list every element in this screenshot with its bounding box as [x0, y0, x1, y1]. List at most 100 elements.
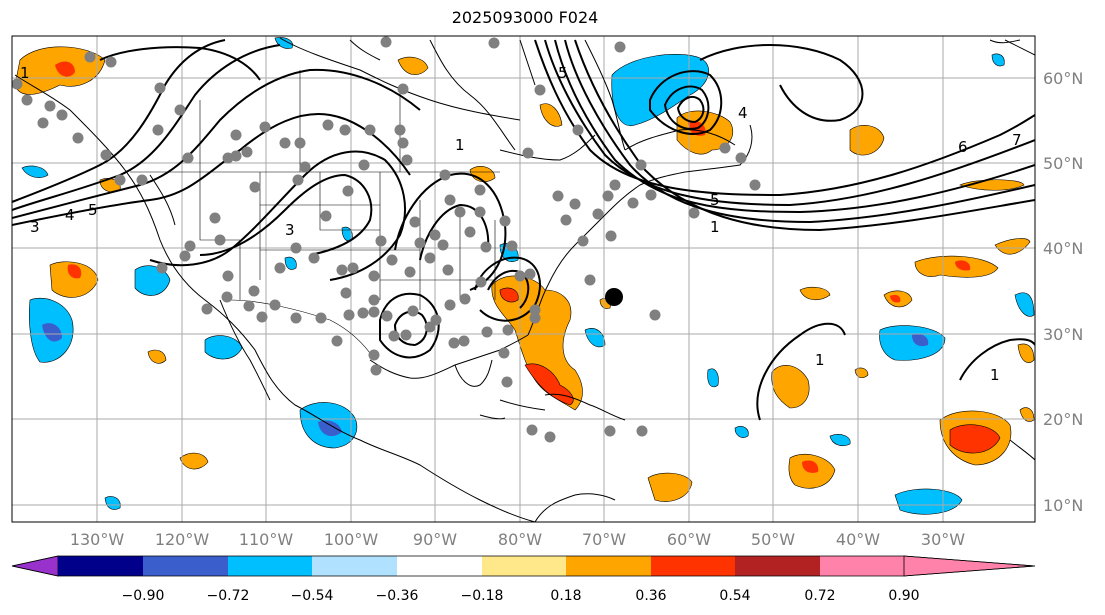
observation-dot: [397, 137, 409, 149]
colorbar-extend-low: [11, 555, 59, 577]
lon-tick-label: 120°W: [155, 530, 210, 549]
contour-label: 5: [710, 191, 720, 209]
observation-dot: [458, 335, 470, 347]
lon-tick-label: 90°W: [413, 530, 457, 549]
observation-dot: [605, 230, 617, 242]
contour-lines: [12, 39, 1035, 421]
observation-dot: [602, 190, 614, 202]
observation-dot: [368, 294, 380, 306]
observation-dot: [627, 197, 639, 209]
observation-dot: [498, 347, 510, 359]
observation-dot: [339, 124, 351, 136]
observation-dot: [749, 179, 761, 191]
plot-title: 2025093000 F024: [451, 8, 599, 27]
observation-dot: [12, 78, 23, 90]
observation-dot: [154, 82, 166, 94]
observation-dot: [184, 240, 196, 252]
observation-dot: [44, 100, 56, 112]
observation-dot: [459, 293, 471, 305]
observation-dot: [501, 376, 513, 388]
observation-dot: [475, 276, 487, 288]
observation-dot: [358, 159, 370, 171]
observation-dot: [100, 149, 112, 161]
observation-dot: [214, 234, 226, 246]
coastlines: [14, 37, 1035, 522]
observation-dot: [569, 198, 581, 210]
observation-dot: [552, 190, 564, 202]
storm-position-marker: [605, 288, 623, 306]
colorbar-swatch: [312, 556, 397, 576]
lon-tick-label: 40°W: [836, 530, 880, 549]
observation-dot: [243, 300, 255, 312]
observation-dot: [343, 309, 355, 321]
observation-dot: [368, 349, 380, 361]
lon-tick-label: 70°W: [582, 530, 626, 549]
observation-dot: [174, 104, 186, 116]
contour-label: 6: [958, 138, 968, 156]
lat-tick-label: 20°N: [1043, 410, 1083, 429]
map-gridlines: [12, 36, 1035, 522]
observation-dot: [439, 169, 451, 181]
longitude-tick-labels: 130°W 120°W 110°W 100°W 90°W 80°W 70°W 6…: [70, 530, 965, 549]
observation-dot: [21, 94, 33, 106]
observation-dot: [136, 174, 148, 186]
observation-dot: [526, 424, 538, 436]
colorbar-tick-label: 0.90: [888, 588, 919, 604]
observation-dot: [534, 84, 546, 96]
observation-dot: [577, 235, 589, 247]
colorbar-swatch: [735, 556, 820, 576]
observation-dot: [386, 254, 398, 266]
contour-label: 4: [738, 104, 748, 122]
observation-dot: [249, 181, 261, 193]
observation-dot: [592, 208, 604, 220]
observation-dot: [182, 152, 194, 164]
contour-label: 1: [990, 366, 1000, 384]
observation-dot: [480, 241, 492, 253]
colorbar-tick-label: −0.18: [461, 588, 504, 604]
observation-dot: [735, 152, 747, 164]
observation-dot: [444, 299, 456, 311]
observation-dot: [474, 206, 486, 218]
contour-label: 7: [1012, 131, 1022, 149]
observation-dot: [256, 311, 268, 323]
colorbar-swatch: [651, 556, 735, 576]
observation-dot: [560, 214, 572, 226]
contour-label: 4: [65, 206, 75, 224]
colorbar-tick-label: 0.18: [550, 588, 581, 604]
observation-dot: [499, 215, 511, 227]
observation-dot: [437, 239, 449, 251]
observation-dot: [336, 264, 348, 276]
colorbar-tick-label: −0.54: [291, 588, 334, 604]
colorbar-swatch: [143, 556, 228, 576]
observation-dot: [37, 117, 49, 129]
observation-dot: [614, 41, 626, 53]
observation-dot: [84, 51, 96, 63]
colorbar-tick-labels: −0.90 −0.72 −0.54 −0.36 −0.18 0.18 0.36 …: [122, 588, 920, 604]
observation-dot: [409, 216, 421, 228]
colorbar-swatch: [566, 556, 651, 576]
observation-dot: [241, 146, 253, 158]
observation-dot: [464, 226, 476, 238]
observation-dot: [380, 36, 392, 48]
observation-dot: [279, 137, 291, 149]
observation-dot: [292, 174, 304, 186]
observation-dot: [357, 307, 369, 319]
observation-dot: [315, 312, 327, 324]
colorbar-swatch: [820, 556, 904, 576]
observation-dot: [368, 270, 380, 282]
contour-label: 1: [20, 64, 30, 82]
contour-label: 1: [815, 351, 825, 369]
latitude-tick-labels: 60°N 50°N 40°N 30°N 20°N 10°N: [1043, 69, 1083, 515]
colorbar-swatch: [228, 556, 312, 576]
observation-dot: [388, 330, 400, 342]
contour-label: 3: [30, 218, 40, 236]
observation-dot: [274, 262, 286, 274]
observation-dot: [381, 310, 393, 322]
observation-dot: [290, 312, 302, 324]
observation-dot: [201, 303, 213, 315]
observation-dot: [502, 324, 514, 336]
observation-dot: [649, 309, 661, 321]
colorbar-swatch: [397, 556, 482, 576]
observation-dots: [12, 36, 761, 443]
observation-dot: [320, 210, 332, 222]
